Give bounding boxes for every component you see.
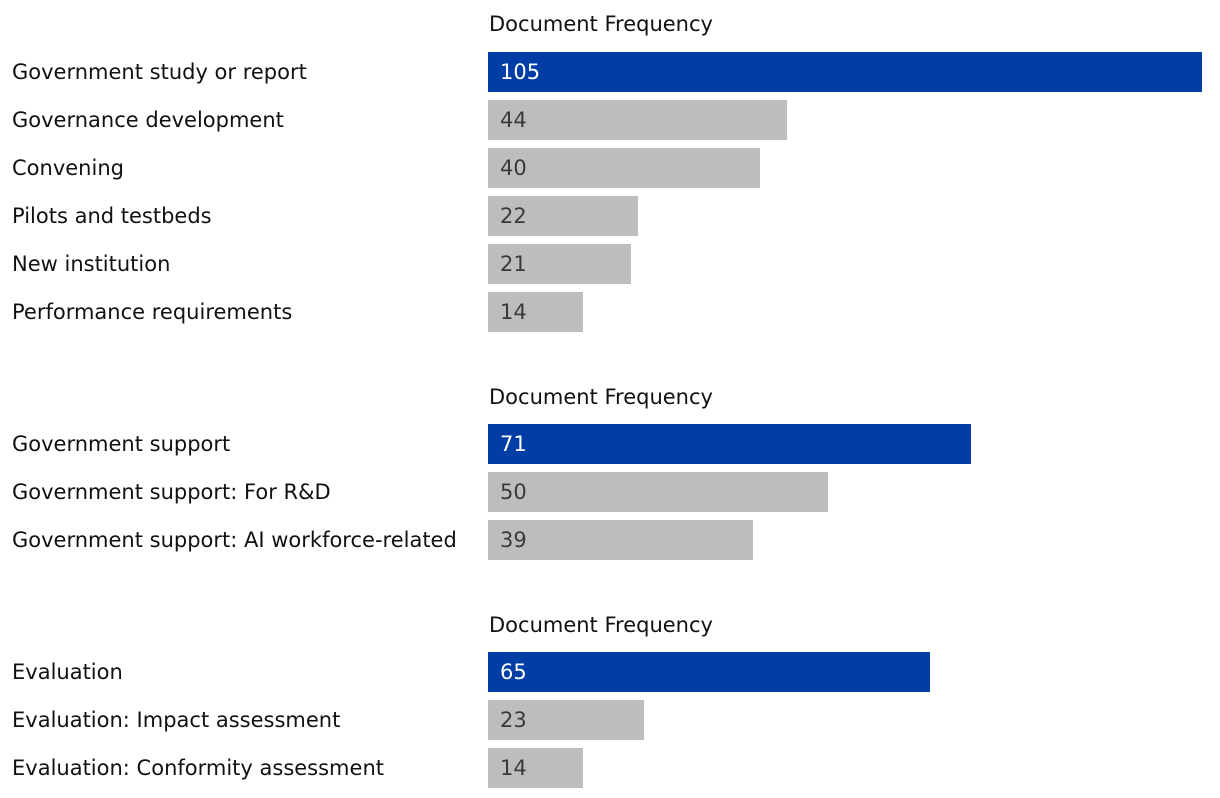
bar-performance-requirements	[488, 292, 583, 332]
bar-government-support-for-r-d	[488, 472, 828, 512]
bar-value-performance-requirements: 14	[500, 300, 527, 324]
category-label-government-support: Government support	[12, 432, 231, 456]
category-label-pilots-and-testbeds: Pilots and testbeds	[12, 204, 212, 228]
category-label-new-institution: New institution	[12, 252, 171, 276]
bar-value-governance-development: 44	[500, 108, 527, 132]
bar-evaluation-impact-assessment	[488, 700, 644, 740]
bar-new-institution	[488, 244, 631, 284]
category-label-evaluation-conformity-assessment: Evaluation: Conformity assessment	[12, 756, 384, 780]
category-label-governance-development: Governance development	[12, 108, 284, 132]
category-label-evaluation-impact-assessment: Evaluation: Impact assessment	[12, 708, 341, 732]
bar-value-new-institution: 21	[500, 252, 527, 276]
group-3-header: Document Frequency	[489, 613, 713, 637]
bar-convening	[488, 148, 760, 188]
bar-value-government-study-or-report: 105	[500, 60, 541, 84]
bar-value-government-support-ai-workforce-related: 39	[500, 528, 527, 552]
bar-government-support-ai-workforce-related	[488, 520, 753, 560]
group-2-header: Document Frequency	[489, 385, 713, 409]
bar-evaluation-conformity-assessment	[488, 748, 583, 788]
category-label-government-support-ai-workforce-related: Government support: AI workforce-related	[12, 528, 457, 552]
category-label-government-study-or-report: Government study or report	[12, 60, 307, 84]
category-label-performance-requirements: Performance requirements	[12, 300, 293, 324]
category-label-government-support-for-r-d: Government support: For R&D	[12, 480, 331, 504]
bar-pilots-and-testbeds	[488, 196, 638, 236]
bar-value-government-support: 71	[500, 432, 527, 456]
bar-government-support	[488, 424, 971, 464]
bar-value-pilots-and-testbeds: 22	[500, 204, 527, 228]
bar-evaluation	[488, 652, 930, 692]
bar-value-evaluation: 65	[500, 660, 527, 684]
bar-value-evaluation-conformity-assessment: 14	[500, 756, 527, 780]
group-1-header: Document Frequency	[489, 12, 713, 36]
bar-value-government-support-for-r-d: 50	[500, 480, 527, 504]
bar-government-study-or-report	[488, 52, 1202, 92]
bar-governance-development	[488, 100, 787, 140]
bar-value-convening: 40	[500, 156, 527, 180]
category-label-evaluation: Evaluation	[12, 660, 123, 684]
category-label-convening: Convening	[12, 156, 124, 180]
bar-value-evaluation-impact-assessment: 23	[500, 708, 527, 732]
